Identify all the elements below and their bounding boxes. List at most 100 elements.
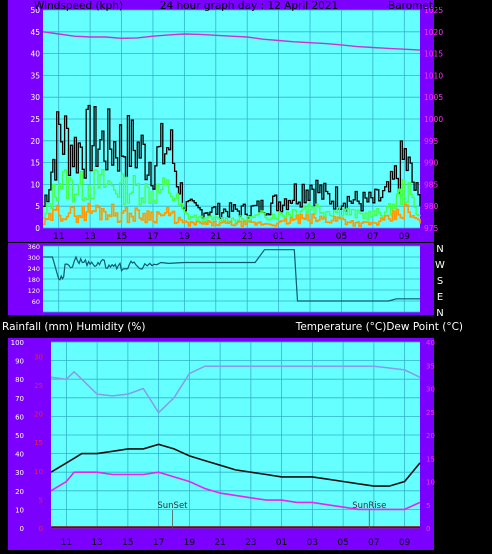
wind-low-series (43, 202, 421, 227)
windspeed-tick-label: 45 (30, 28, 40, 37)
hour-tick-label: 03 (307, 538, 318, 548)
compass-label: S (437, 276, 443, 287)
windspeed-tick-label: 25 (30, 115, 40, 124)
hour-tick-label: 09 (399, 538, 411, 548)
wind-gust-series (43, 104, 421, 219)
barometer-axis-label: Barometer (hpa) (388, 0, 475, 12)
temperature-tick-label: 30 (426, 386, 435, 394)
rain-tick-label: 25 (34, 382, 43, 390)
windspeed-tick-label: 15 (30, 159, 40, 168)
rain-tick-label: 5 (39, 496, 43, 504)
hour-tick-label: 01 (276, 538, 287, 548)
dewpoint-series (50, 471, 421, 511)
windspeed-tick-label: 35 (30, 71, 40, 80)
direction-tick-label: 300 (28, 254, 40, 262)
hour-tick-label: 11 (61, 538, 72, 548)
compass-label: W (435, 260, 445, 271)
barometer-tick-label: 980 (424, 202, 439, 211)
barometer-tick-label: 1010 (424, 71, 443, 80)
hour-tick-label: 13 (84, 232, 95, 242)
barometer-tick-label: 1020 (424, 28, 443, 37)
hour-tick-label: 07 (368, 538, 379, 548)
humidity-tick-label: 70 (15, 395, 24, 403)
humidity-tick-label: 90 (15, 358, 24, 366)
humidity-tick-label: 0 (20, 525, 24, 533)
compass-label: E (437, 292, 443, 303)
hour-tick-label: 03 (304, 232, 315, 242)
panel3-hour-ticks: 11 13 15 17 19 21 23 01 03 05 07 09 (61, 538, 411, 548)
temperature-tick-label: 10 (426, 479, 435, 487)
barometer-tick-label: 985 (424, 180, 439, 189)
hour-tick-label: 21 (214, 538, 225, 548)
temperature-tick-label: 40 (426, 339, 435, 347)
hour-tick-label: 17 (147, 232, 158, 242)
temperature-tick-label: 20 (426, 432, 435, 440)
windspeed-axis-label: Windspeed (kph) (34, 0, 123, 12)
direction-axis-ticks: 60 120 180 240 300 360 (28, 243, 40, 306)
hour-tick-label: 21 (210, 232, 221, 242)
barometer-tick-label: 990 (424, 159, 439, 168)
humidity-tick-label: 10 (15, 506, 24, 514)
sun-annotation-label: SunRise (352, 501, 386, 511)
windspeed-tick-label: 5 (35, 202, 40, 211)
humidity-series (50, 365, 421, 414)
humidity-tick-label: 50 (15, 432, 24, 440)
barometer-tick-label: 1005 (424, 93, 443, 102)
temperature-dewpoint-axis-label: Temperature (°C)Dew Point (°C) (295, 321, 463, 333)
temperature-tick-label: 0 (426, 525, 430, 533)
temperature-tick-label: 5 (426, 502, 430, 510)
humidity-axis-ticks: 0 10 20 30 40 50 60 70 80 90 100 (11, 339, 24, 533)
hour-tick-label: 15 (122, 538, 133, 548)
panel1-hour-ticks: 11 13 15 17 19 21 23 01 03 05 07 09 (53, 232, 410, 242)
windspeed-tick-label: 10 (30, 180, 40, 189)
windspeed-tick-label: 50 (30, 6, 40, 15)
humidity-tick-label: 100 (11, 339, 24, 347)
humidity-tick-label: 30 (15, 469, 24, 477)
temperature-tick-label: 15 (426, 455, 435, 463)
hour-tick-label: 07 (367, 232, 378, 242)
panel3-series (50, 365, 421, 529)
direction-tick-label: 120 (28, 287, 40, 295)
direction-tick-label: 240 (28, 265, 40, 273)
temperature-series (50, 443, 421, 487)
hour-tick-label: 05 (337, 538, 348, 548)
hour-tick-label: 23 (245, 538, 256, 548)
hour-tick-label: 05 (336, 232, 347, 242)
graph-title: 24 hour graph day : 12 April 2021 (160, 0, 338, 12)
hour-tick-label: 19 (179, 232, 191, 242)
hour-tick-label: 19 (184, 538, 196, 548)
barometer-axis-ticks: 975 980 985 990 995 1000 1005 1010 1015 1020 1025 (424, 6, 443, 233)
temperature-humidity-panel: Rainfall (mm) Humidity (%) Temperature (… (2, 321, 463, 550)
hour-tick-label: 01 (273, 232, 284, 242)
barometer-tick-label: 975 (424, 224, 439, 233)
temperature-axis-ticks: 0 5 10 15 20 25 30 35 40 (426, 339, 435, 533)
wind-average-series (43, 169, 421, 224)
barometer-series (42, 31, 421, 51)
rain-tick-label: 20 (34, 411, 43, 419)
barometer-tick-label: 1025 (424, 6, 443, 15)
temperature-tick-label: 25 (426, 409, 435, 417)
humidity-tick-label: 60 (15, 413, 24, 421)
temperature-tick-label: 35 (426, 362, 435, 370)
rain-axis-ticks: 0 5 10 15 20 25 30 (34, 353, 43, 533)
barometer-tick-label: 1000 (424, 115, 443, 124)
hour-tick-label: 15 (116, 232, 127, 242)
barometer-tick-label: 995 (424, 137, 439, 146)
direction-tick-label: 180 (28, 276, 40, 284)
hour-tick-label: 13 (91, 538, 102, 548)
windspeed-tick-label: 20 (30, 137, 40, 146)
barometer-tick-label: 1015 (424, 50, 443, 59)
panel2-series (43, 249, 420, 302)
sun-annotation-label: SunSet (157, 501, 188, 511)
compass-label: N (436, 308, 443, 319)
hour-tick-label: 09 (399, 232, 411, 242)
rain-tick-label: 30 (34, 353, 43, 361)
hour-tick-label: 17 (153, 538, 164, 548)
direction-tick-label: 360 (28, 243, 40, 251)
windspeed-tick-label: 40 (30, 50, 40, 59)
windspeed-axis-ticks: 0 5 10 15 20 25 30 35 40 45 50 (30, 6, 40, 233)
